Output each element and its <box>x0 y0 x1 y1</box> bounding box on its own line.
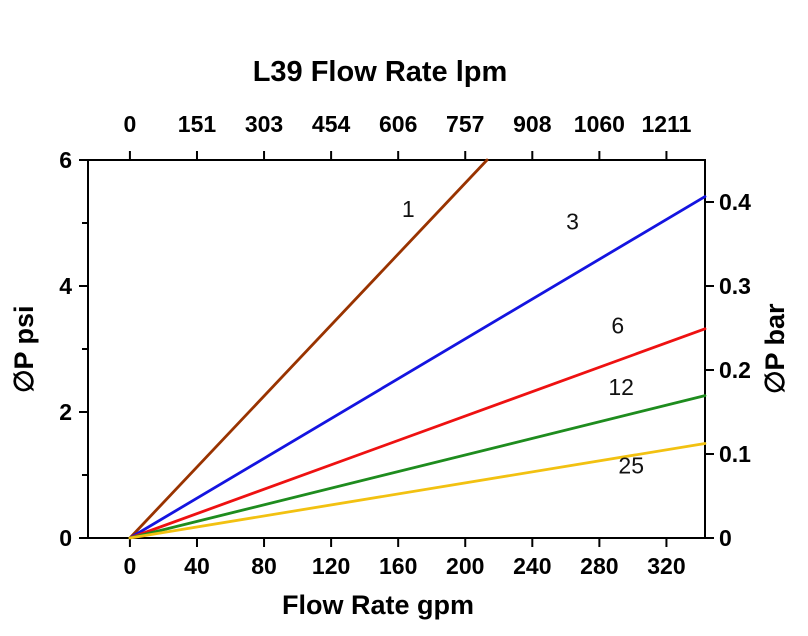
series-label-25: 25 <box>618 453 644 479</box>
x-tick-label-bottom: 200 <box>446 553 484 579</box>
x-tick-label-top: 303 <box>245 111 283 137</box>
x-tick-label-bottom: 0 <box>124 553 137 579</box>
chart-title: L39 Flow Rate lpm <box>252 56 508 88</box>
y-tick-label-right: 0.3 <box>719 273 751 299</box>
y-axis-title-right: ∅P bar <box>760 303 790 395</box>
x-tick-label-bottom: 120 <box>312 553 350 579</box>
series-label-3: 3 <box>566 209 579 235</box>
x-tick-label-top: 151 <box>178 111 217 137</box>
plot-border <box>87 159 706 539</box>
series-line-1 <box>128 158 489 540</box>
x-tick-label-top: 0 <box>124 111 137 137</box>
x-axis-title: Flow Rate gpm <box>281 590 474 620</box>
series-label-12: 12 <box>608 374 634 400</box>
x-tick-label-bottom: 240 <box>513 553 551 579</box>
x-tick-label-bottom: 320 <box>647 553 685 579</box>
x-tick-label-bottom: 40 <box>184 553 210 579</box>
y-tick-label-right: 0.1 <box>719 441 751 467</box>
x-tick-label-top: 757 <box>446 111 484 137</box>
x-tick-label-top: 1211 <box>641 111 691 137</box>
y-tick-label-right: 0.2 <box>719 357 751 383</box>
x-tick-label-top: 606 <box>379 111 417 137</box>
x-tick-label-top: 454 <box>312 111 351 137</box>
y-tick-label-left: 4 <box>59 273 72 299</box>
series-label-6: 6 <box>611 313 624 339</box>
y-axis-title-left: ∅P psi <box>9 305 39 393</box>
y-tick-label-right: 0 <box>719 525 732 551</box>
y-tick-label-right: 0.4 <box>719 189 751 215</box>
y-tick-label-left: 2 <box>59 399 72 425</box>
series-line-3 <box>128 195 707 540</box>
y-tick-label-left: 0 <box>59 525 72 551</box>
x-tick-label-top: 1060 <box>574 111 625 137</box>
x-tick-label-bottom: 160 <box>379 553 417 579</box>
y-tick-label-left: 6 <box>59 147 72 173</box>
x-tick-label-top: 908 <box>513 111 552 137</box>
x-tick-label-bottom: 80 <box>251 553 277 579</box>
series-line-25 <box>128 442 707 540</box>
series-label-1: 1 <box>402 196 415 222</box>
series-line-6 <box>128 327 707 540</box>
x-tick-label-bottom: 280 <box>580 553 618 579</box>
series-line-12 <box>128 394 707 540</box>
